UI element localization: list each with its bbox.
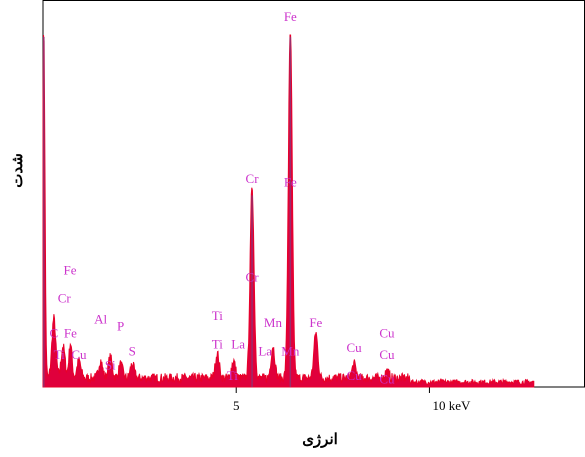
peak-label: Ti	[212, 336, 223, 351]
peak-label: Ti	[212, 308, 223, 323]
peak-label: Cu	[379, 347, 395, 362]
peak-label: S	[129, 343, 136, 358]
spectrum-area	[42, 34, 535, 388]
peak-labels: Fe Cr Fe Cr Mn Fe Mn Ti Ti La La Ti Fe Cr C Fe Ti Cu Al PSS…	[49, 9, 395, 387]
peak-label: Cu	[71, 347, 87, 362]
peak-label: Fe	[64, 262, 77, 277]
peak-label: Fe	[309, 315, 322, 330]
y-axis-label-text: شدت	[9, 152, 26, 188]
peak-label: P	[117, 319, 124, 334]
peak-label: Cr	[246, 269, 260, 284]
peak-label: C	[49, 326, 58, 341]
peak-label: Cr	[246, 171, 260, 186]
peak-label: Cu	[379, 326, 395, 341]
spectrum	[42, 34, 535, 388]
peak-label: Cu	[379, 371, 395, 386]
peak-label: Al	[94, 312, 107, 327]
peak-label: Cu	[346, 340, 362, 355]
x-axis-label: انرژی	[302, 432, 338, 448]
x-tick-label: 5	[233, 398, 240, 413]
peak-label: La	[258, 343, 272, 358]
peak-label: Mn	[264, 315, 283, 330]
peak-label: La	[231, 336, 245, 351]
x-tick-label: 10 keV	[432, 398, 471, 413]
y-axis-label: شدت	[2, 140, 32, 200]
peak-label: Mn	[281, 343, 300, 358]
x-ticks: 5 10 keV	[233, 387, 471, 413]
peak-label: Ti	[227, 368, 238, 383]
peak-label: Si	[105, 357, 116, 372]
peak-label: Ti	[54, 347, 65, 362]
peak-label: Fe	[64, 326, 77, 341]
peak-label: Fe	[284, 174, 297, 189]
peak-label: Cr	[58, 291, 72, 306]
peak-label: Fe	[284, 9, 297, 24]
peak-label: Cu	[346, 368, 362, 383]
